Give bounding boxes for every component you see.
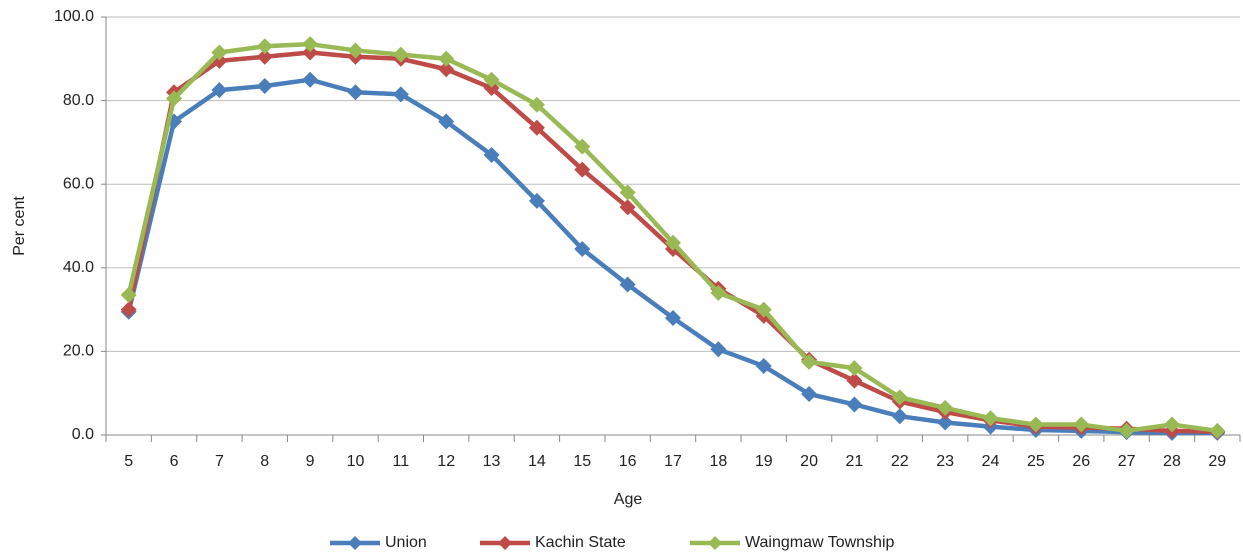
x-tick-label: 25 <box>1027 453 1045 470</box>
x-tick-label: 6 <box>170 453 179 470</box>
data-point <box>256 38 273 55</box>
data-point <box>619 199 636 216</box>
x-tick-label: 20 <box>800 453 818 470</box>
data-point <box>1073 416 1090 433</box>
x-tick-label: 22 <box>891 453 909 470</box>
data-point <box>211 82 228 99</box>
y-tick-label: 100.0 <box>54 8 94 25</box>
x-tick-label: 17 <box>664 453 682 470</box>
y-tick-label: 0.0 <box>72 426 94 443</box>
data-point <box>483 71 500 88</box>
data-point <box>619 276 636 293</box>
data-point <box>665 309 681 326</box>
x-tick-label: 15 <box>573 453 591 470</box>
data-point <box>801 386 818 403</box>
data-point <box>937 414 954 431</box>
data-point <box>755 358 772 375</box>
data-point <box>891 408 908 425</box>
x-tick-label: 12 <box>437 453 455 470</box>
data-point <box>710 341 727 358</box>
data-point <box>891 389 908 406</box>
data-point <box>347 84 364 101</box>
x-tick-label: 24 <box>982 453 1000 470</box>
data-point <box>483 146 500 163</box>
x-tick-label: 5 <box>124 453 133 470</box>
data-point <box>710 284 727 301</box>
data-point <box>438 50 455 67</box>
data-point <box>528 192 545 209</box>
data-point <box>302 36 319 53</box>
data-point <box>392 86 409 103</box>
legend-marker <box>498 536 512 550</box>
data-point <box>574 138 591 155</box>
x-tick-label: 9 <box>306 453 315 470</box>
data-point <box>665 234 681 251</box>
x-tick-label: 18 <box>709 453 727 470</box>
x-tick-label: 10 <box>347 453 365 470</box>
data-point <box>1163 416 1180 433</box>
data-point <box>302 44 319 61</box>
data-point <box>1209 422 1226 439</box>
y-tick-label: 20.0 <box>63 343 94 360</box>
data-point <box>302 71 319 88</box>
data-point <box>1118 422 1135 439</box>
x-tick-label: 29 <box>1208 453 1226 470</box>
x-tick-label: 8 <box>260 453 269 470</box>
x-tick-label: 23 <box>936 453 954 470</box>
data-point <box>619 184 636 201</box>
data-point <box>846 372 863 389</box>
x-tick-label: 7 <box>215 453 224 470</box>
legend-label: Kachin State <box>535 534 626 551</box>
legend-marker <box>348 536 362 550</box>
data-point <box>438 113 455 130</box>
data-point <box>438 61 455 78</box>
data-point <box>166 90 183 107</box>
y-tick-label: 40.0 <box>63 259 94 276</box>
y-tick-label: 60.0 <box>63 175 94 192</box>
data-point <box>120 301 137 318</box>
data-point <box>801 353 818 370</box>
data-point <box>347 42 364 59</box>
x-tick-label: 13 <box>483 453 501 470</box>
x-tick-label: 26 <box>1072 453 1090 470</box>
data-point <box>211 44 228 61</box>
x-tick-label: 19 <box>755 453 773 470</box>
x-tick-label: 21 <box>846 453 864 470</box>
x-tick-label: 16 <box>619 453 637 470</box>
legend-marker <box>708 536 722 550</box>
x-tick-label: 28 <box>1163 453 1181 470</box>
x-tick-label: 27 <box>1118 453 1136 470</box>
data-point <box>528 119 545 136</box>
data-point <box>574 240 591 257</box>
data-point <box>528 96 545 113</box>
data-point <box>120 286 137 303</box>
data-point <box>937 399 954 416</box>
data-point <box>256 48 273 65</box>
x-axis-label: Age <box>614 491 643 508</box>
y-tick-label: 80.0 <box>63 92 94 109</box>
data-point <box>256 77 273 94</box>
legend-label: Waingmaw Township <box>745 534 895 551</box>
data-point <box>574 161 591 178</box>
x-tick-label: 14 <box>528 453 546 470</box>
data-point <box>1027 416 1044 433</box>
data-point <box>982 410 999 427</box>
legend-label: Union <box>385 534 427 551</box>
y-axis-label: Per cent <box>11 196 28 256</box>
data-point <box>755 301 772 318</box>
data-point <box>846 360 863 377</box>
data-point <box>846 396 863 413</box>
x-tick-label: 11 <box>393 453 410 470</box>
data-point <box>392 46 409 63</box>
